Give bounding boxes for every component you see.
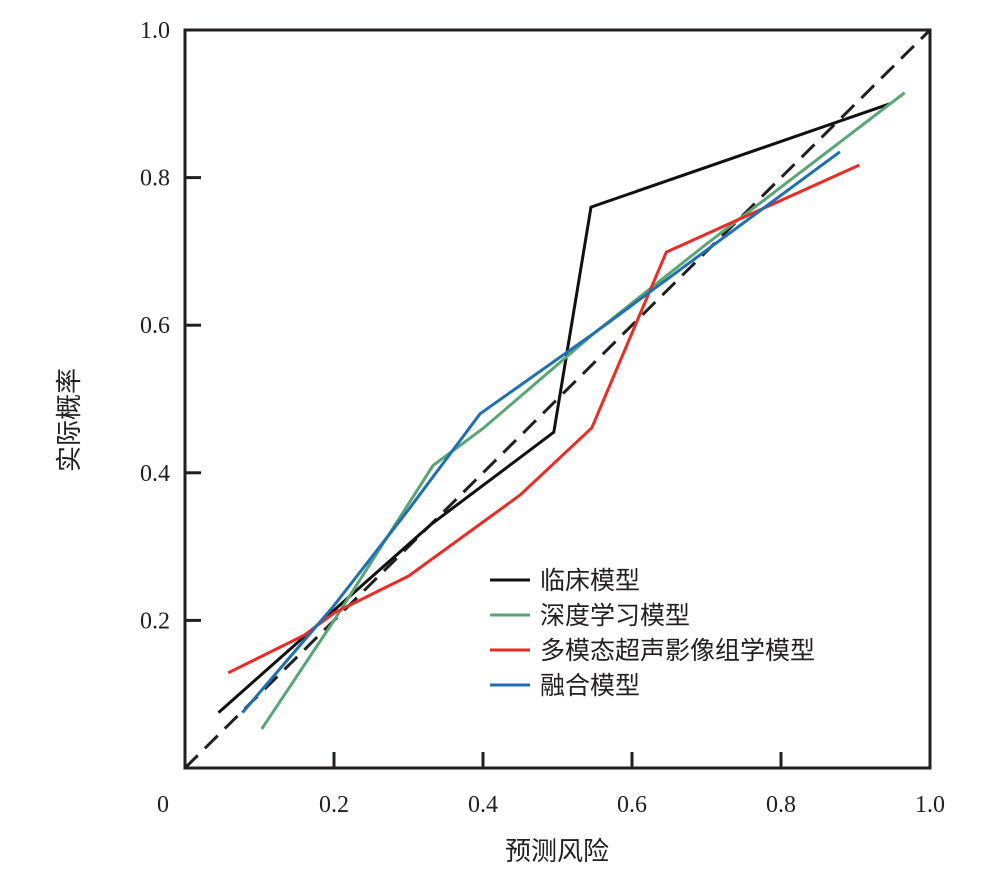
legend-label: 深度学习模型 bbox=[540, 601, 690, 630]
origin-label: 0 bbox=[157, 792, 169, 818]
reference-diagonal-line bbox=[183, 28, 932, 770]
plot-frame bbox=[183, 28, 932, 770]
x-tick-label: 0.6 bbox=[617, 792, 647, 818]
x-tick-label: 0.8 bbox=[766, 792, 796, 818]
y-tick-label: 1.0 bbox=[140, 18, 170, 44]
series-line-1 bbox=[260, 91, 906, 730]
x-tick-label: 0.4 bbox=[468, 792, 498, 818]
y-tick-label: 0.2 bbox=[140, 608, 170, 634]
y-tick-label: 0.8 bbox=[140, 166, 170, 192]
y-tick-label: 0.6 bbox=[140, 313, 170, 339]
legend-label: 多模态超声影像组学模型 bbox=[540, 636, 815, 665]
x-tick-label: 1.0 bbox=[915, 792, 945, 818]
legend-label: 融合模型 bbox=[540, 671, 640, 700]
y-axis-title: 实际概率 bbox=[55, 368, 85, 472]
y-tick-label: 0.4 bbox=[140, 461, 170, 487]
x-tick-label: 0.2 bbox=[319, 792, 349, 818]
series-line-2 bbox=[227, 163, 860, 675]
x-axis-title: 预测风险 bbox=[505, 837, 609, 867]
series-line-0 bbox=[217, 102, 891, 714]
legend-label: 临床模型 bbox=[540, 566, 640, 595]
series-line-3 bbox=[241, 150, 841, 714]
